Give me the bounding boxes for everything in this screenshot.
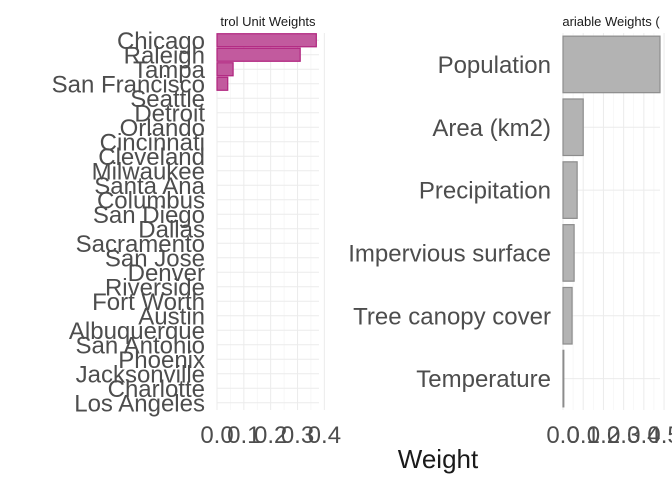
bar [562, 286, 573, 345]
x-tick-label: 0.0 [200, 422, 233, 449]
x-tick-label: 0.2 [254, 422, 287, 449]
category-label: Milwaukee [92, 158, 205, 185]
category-label: Cleveland [98, 144, 205, 171]
category-label: Dallas [138, 216, 205, 243]
x-tick-label: 0.4 [308, 422, 341, 449]
bar [216, 62, 234, 77]
bar [216, 47, 301, 62]
category-label: Precipitation [419, 178, 551, 205]
x-axis-label: Weight [398, 444, 479, 474]
category-label: San Jose [105, 245, 205, 272]
category-label: Jacksonville [76, 361, 205, 388]
bar [216, 33, 317, 48]
category-label: Santa Ana [94, 173, 205, 200]
variable-weights-panel: ariable Weights ( Population Area (km2) Pre… [348, 14, 672, 449]
x-tick-label: 0.3 [281, 422, 314, 449]
category-label: Riverside [105, 274, 205, 301]
control-unit-weights-panel: trol Unit WeightsChicagoRaleighTampaSan … [52, 14, 341, 449]
x-tick-label: 0.5 [647, 422, 672, 449]
category-label: Tree canopy cover [353, 303, 551, 330]
panel-title: ariable Weights ( [562, 14, 660, 29]
category-label: Columbus [97, 187, 205, 214]
category-label: Chicago [117, 28, 205, 55]
x-tick-label: 0.0 [546, 422, 579, 449]
category-label: Phoenix [118, 347, 205, 374]
category-label: Detroit [134, 100, 205, 127]
category-label: Impervious surface [348, 241, 551, 268]
category-label: Fort Worth [92, 289, 205, 316]
bar [562, 35, 661, 94]
category-label: San Antonio [76, 332, 205, 359]
category-label: Los Angeles [74, 390, 205, 417]
bar [562, 224, 575, 282]
x-tick-label: 0.1 [227, 422, 260, 449]
category-label: Cincinnati [100, 129, 205, 156]
category-label: Tampa [133, 57, 206, 84]
category-label: Orlando [120, 115, 205, 142]
category-label: San Francisco [52, 71, 205, 98]
bar [216, 76, 229, 91]
category-label: Albuquerque [69, 318, 205, 345]
x-tick-label: 0.2 [587, 422, 620, 449]
x-tick-label: 0.1 [567, 422, 600, 449]
category-label: Austin [138, 303, 205, 330]
category-label: Area (km2) [432, 115, 551, 142]
x-tick-label: 0.4 [627, 422, 660, 449]
category-label: Raleigh [124, 42, 205, 69]
category-label: Temperature [416, 366, 551, 393]
bar [562, 161, 578, 219]
category-label: Population [438, 52, 551, 79]
panel-title: trol Unit Weights [220, 14, 316, 29]
bar [562, 98, 584, 157]
category-label: San Diego [93, 202, 205, 229]
category-label: Denver [128, 260, 205, 287]
category-label: Charlotte [108, 376, 205, 403]
bar [562, 349, 565, 408]
x-tick-label: 0.3 [607, 422, 640, 449]
category-label: Seattle [130, 86, 205, 113]
category-label: Sacramento [76, 231, 205, 258]
